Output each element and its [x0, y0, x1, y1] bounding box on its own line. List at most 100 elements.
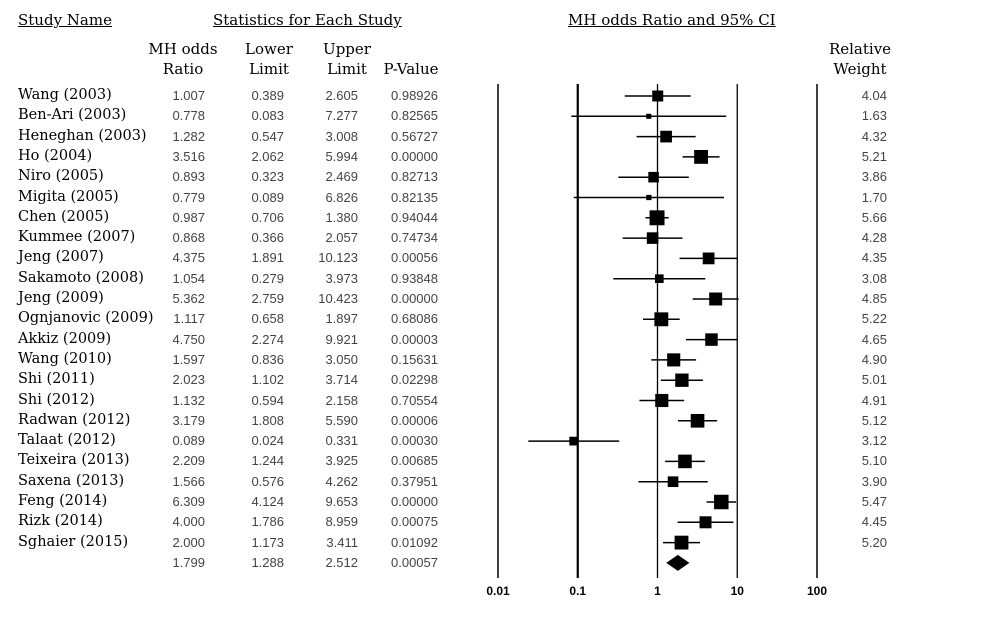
cell-weight: 3.86 — [861, 169, 887, 185]
cell-upper: 8.959 — [325, 514, 358, 530]
cell-or: 0.987 — [172, 209, 205, 225]
point-estimate-square — [646, 113, 652, 119]
cell-or: 1.132 — [172, 392, 205, 408]
cell-p: 0.82713 — [391, 169, 438, 185]
point-estimate-square — [674, 535, 689, 550]
cell-upper: 9.653 — [325, 494, 358, 509]
study-name: Talaat (2012) — [18, 432, 116, 449]
cell-or: 1.597 — [172, 351, 205, 367]
point-estimate-square — [705, 333, 718, 346]
study-name: Ben-Ari (2003) — [18, 107, 127, 124]
cell-lower: 0.389 — [251, 88, 284, 103]
cell-weight: 1.63 — [861, 108, 887, 124]
cell-or: 2.023 — [172, 372, 205, 388]
cell-lower: 0.323 — [251, 169, 284, 185]
cell-p: 0.93848 — [391, 270, 438, 286]
cell-upper: 7.277 — [325, 108, 358, 124]
cell-p: 0.98926 — [391, 88, 438, 103]
cell-lower: 4.124 — [251, 494, 284, 509]
cell-p: 0.15631 — [391, 351, 438, 367]
cell-upper: 1.897 — [325, 311, 358, 327]
cell-upper: 2.605 — [325, 88, 358, 103]
study-name: Ho (2004) — [18, 147, 93, 164]
cell-upper: 6.826 — [325, 189, 358, 205]
cell-weight: 5.10 — [861, 453, 887, 469]
cell-weight: 3.90 — [861, 473, 887, 489]
cell-upper: 3.008 — [325, 128, 358, 144]
relative-weight-column-header: Relative Weight — [828, 40, 892, 78]
cell-upper: 3.925 — [325, 453, 358, 469]
cell-p: 0.74734 — [391, 230, 438, 246]
cell-p: 0.56727 — [391, 128, 438, 144]
point-estimate-square — [655, 393, 669, 408]
cell-or: 4.000 — [172, 514, 205, 530]
cell-upper: 3.050 — [325, 351, 358, 367]
x-tick-label: 0.01 — [486, 584, 510, 598]
cell-upper: 0.331 — [325, 433, 358, 449]
cell-or: 0.868 — [172, 230, 205, 246]
cell-weight: 4.04 — [861, 88, 887, 103]
point-estimate-square — [709, 292, 723, 306]
cell-or: 2.209 — [172, 453, 205, 469]
cell-or: 1.117 — [173, 311, 205, 327]
cell-weight: 4.45 — [861, 514, 887, 530]
cell-p: 0.00006 — [391, 412, 438, 428]
cell-lower: 2.759 — [251, 291, 284, 306]
summary-upper: 2.512 — [325, 554, 358, 570]
cell-p: 0.37951 — [391, 473, 438, 489]
cell-lower: 0.547 — [251, 128, 284, 144]
point-estimate-square — [694, 149, 708, 164]
cell-lower: 0.024 — [251, 433, 284, 449]
point-estimate-square — [690, 413, 705, 428]
cell-upper: 5.590 — [325, 412, 358, 428]
x-tick-label: 0.1 — [569, 584, 586, 598]
point-estimate-square — [569, 436, 579, 446]
study-name: Jeng (2009) — [18, 290, 104, 306]
cell-weight: 5.01 — [861, 372, 887, 388]
study-name: Wang (2003) — [18, 87, 112, 103]
point-estimate-square — [667, 476, 679, 488]
cell-p: 0.00075 — [391, 514, 438, 530]
cell-or: 0.893 — [172, 169, 205, 185]
study-name: Sghaier (2015) — [18, 533, 129, 550]
cell-weight: 5.21 — [861, 148, 887, 164]
point-estimate-square — [660, 130, 672, 143]
cell-lower: 0.836 — [251, 351, 284, 367]
cell-lower: 2.062 — [251, 148, 284, 164]
cell-lower: 0.279 — [251, 270, 284, 286]
cell-upper: 9.921 — [325, 331, 358, 347]
cell-weight: 5.47 — [861, 494, 887, 509]
point-estimate-square — [667, 353, 681, 367]
cell-p: 0.82135 — [391, 189, 438, 205]
cell-or: 1.566 — [172, 473, 205, 489]
cell-weight: 4.90 — [861, 351, 887, 367]
cell-weight: 3.08 — [861, 270, 887, 286]
cell-lower: 0.706 — [251, 209, 284, 225]
statistics-header: Statistics for Each Study — [213, 11, 402, 29]
cell-p: 0.68086 — [391, 311, 438, 327]
cell-upper: 3.973 — [325, 270, 358, 286]
summary-lower: 1.288 — [251, 554, 284, 570]
cell-p: 0.00056 — [391, 250, 438, 266]
plot-title: MH odds Ratio and 95% CI — [568, 11, 776, 29]
cell-p: 0.94044 — [391, 209, 438, 225]
cell-weight: 5.66 — [861, 209, 887, 225]
point-estimate-square — [699, 516, 712, 529]
or-column-header: MH odds Ratio — [148, 40, 218, 78]
cell-or: 4.375 — [172, 250, 205, 266]
point-estimate-square — [646, 232, 659, 244]
study-name: Migita (2005) — [18, 188, 119, 205]
cell-upper: 2.158 — [325, 392, 358, 408]
cell-p: 0.00030 — [391, 433, 438, 449]
point-estimate-square — [714, 494, 729, 510]
cell-lower: 1.173 — [251, 534, 284, 550]
cell-upper: 10.423 — [318, 291, 358, 306]
cell-or: 0.089 — [172, 433, 205, 449]
cell-upper: 3.714 — [325, 372, 358, 388]
cell-p: 0.70554 — [391, 392, 438, 408]
point-estimate-square — [646, 194, 652, 201]
p-value-column-header: P-Value — [383, 60, 439, 78]
cell-p: 0.00000 — [391, 291, 438, 306]
